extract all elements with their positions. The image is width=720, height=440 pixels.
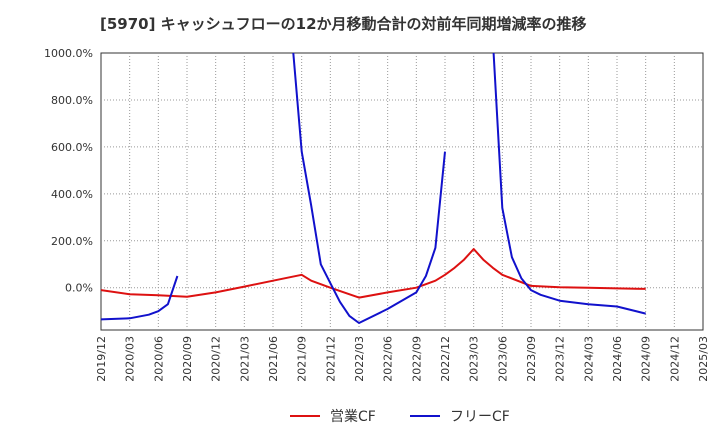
x-tick-label: 2023/09 — [525, 336, 538, 382]
y-tick-label: 400.0% — [51, 188, 93, 201]
y-tick-label: 0.0% — [65, 282, 93, 295]
y-tick-label: 600.0% — [51, 141, 93, 154]
x-tick-label: 2020/03 — [124, 336, 137, 382]
legend-label-operating-cf: 営業CF — [330, 409, 376, 425]
chart-title: [5970] キャッシュフローの12か月移動合計の対前年同期増減率の推移 — [100, 15, 587, 33]
x-tick-label: 2024/03 — [582, 336, 595, 382]
x-tick-label: 2020/06 — [152, 336, 165, 382]
legend-swatch-free-cf — [410, 415, 440, 417]
series-line-free-cf-segment-2 — [292, 53, 446, 324]
x-tick-label: 2019/12 — [95, 336, 108, 382]
legend-label-free-cf: フリーCF — [450, 409, 510, 425]
x-tick-label: 2021/12 — [324, 336, 337, 382]
legend-item-free-cf: フリーCF — [410, 406, 510, 426]
y-tick-label: 200.0% — [51, 235, 93, 248]
x-tick-label: 2024/09 — [640, 336, 653, 382]
x-tick-label: 2024/06 — [611, 336, 624, 382]
x-tick-label: 2022/06 — [382, 336, 395, 382]
x-tick-label: 2022/09 — [410, 336, 423, 382]
series-line-free-cf-segment-3 — [492, 53, 646, 315]
x-tick-label: 2021/06 — [267, 336, 280, 382]
y-tick-label: 800.0% — [51, 94, 93, 107]
x-tick-label: 2022/12 — [439, 336, 452, 382]
legend-item-operating-cf: 営業CF — [290, 406, 376, 426]
x-tick-label: 2023/03 — [468, 336, 481, 382]
y-axis-ticks: 1000.0% 800.0% 600.0% 400.0% 200.0% 0.0% — [44, 47, 93, 295]
x-tick-label: 2025/03 — [697, 336, 710, 382]
x-tick-label: 2020/09 — [181, 336, 194, 382]
series-line-operating-cf — [101, 248, 646, 299]
x-tick-label: 2020/12 — [210, 336, 223, 382]
x-tick-label: 2023/12 — [554, 336, 567, 382]
x-tick-label: 2021/03 — [238, 336, 251, 382]
legend-swatch-operating-cf — [290, 415, 320, 417]
series-lines — [101, 53, 646, 324]
y-tick-label: 1000.0% — [44, 47, 93, 60]
x-axis-ticks: 2019/12 2020/03 2020/06 2020/09 2020/12 2021/… — [95, 336, 710, 382]
x-tick-label: 2021/09 — [296, 336, 309, 382]
x-tick-label: 2023/06 — [496, 336, 509, 382]
x-tick-label: 2024/12 — [668, 336, 681, 382]
series-line-free-cf-segment-1 — [101, 275, 179, 321]
x-tick-label: 2022/03 — [353, 336, 366, 382]
plot-frame — [100, 52, 704, 331]
